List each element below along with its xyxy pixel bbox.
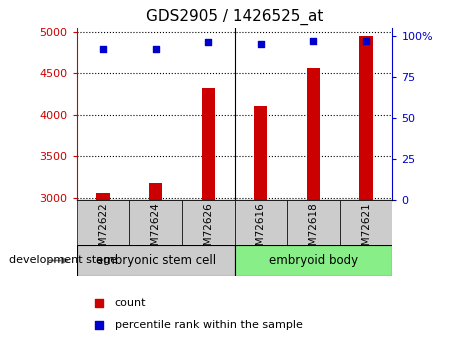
Bar (202, 88, 215, 345)
Bar (359, 36, 373, 345)
Point (95, 300, 102, 306)
Bar (287, 200, 340, 245)
Bar (149, 183, 162, 345)
Bar (340, 200, 392, 245)
Point (152, 46, 159, 52)
Text: development stage: development stage (9, 256, 117, 265)
Text: count: count (115, 298, 146, 308)
Text: embryoid body: embryoid body (269, 254, 358, 267)
Point (99, 46, 106, 52)
Text: GSM72624: GSM72624 (151, 202, 161, 259)
Bar (77, 245, 235, 276)
Point (257, 41, 264, 47)
Text: embryonic stem cell: embryonic stem cell (96, 254, 216, 267)
Point (310, 38, 317, 43)
Bar (235, 200, 287, 245)
Point (205, 40, 212, 45)
Text: GSM72616: GSM72616 (256, 202, 266, 259)
Point (363, 38, 370, 43)
Bar (254, 106, 267, 345)
Bar (77, 200, 129, 245)
Point (95, 322, 102, 327)
Text: GSM72622: GSM72622 (98, 202, 108, 259)
Text: percentile rank within the sample: percentile rank within the sample (115, 319, 303, 329)
Bar (182, 200, 235, 245)
Title: GDS2905 / 1426525_at: GDS2905 / 1426525_at (146, 9, 323, 25)
Text: GSM72621: GSM72621 (361, 202, 371, 259)
Bar (97, 194, 110, 345)
Bar (129, 200, 182, 245)
Bar (235, 245, 392, 276)
Bar (307, 68, 320, 345)
Text: GSM72618: GSM72618 (308, 202, 318, 259)
Text: GSM72626: GSM72626 (203, 202, 213, 259)
